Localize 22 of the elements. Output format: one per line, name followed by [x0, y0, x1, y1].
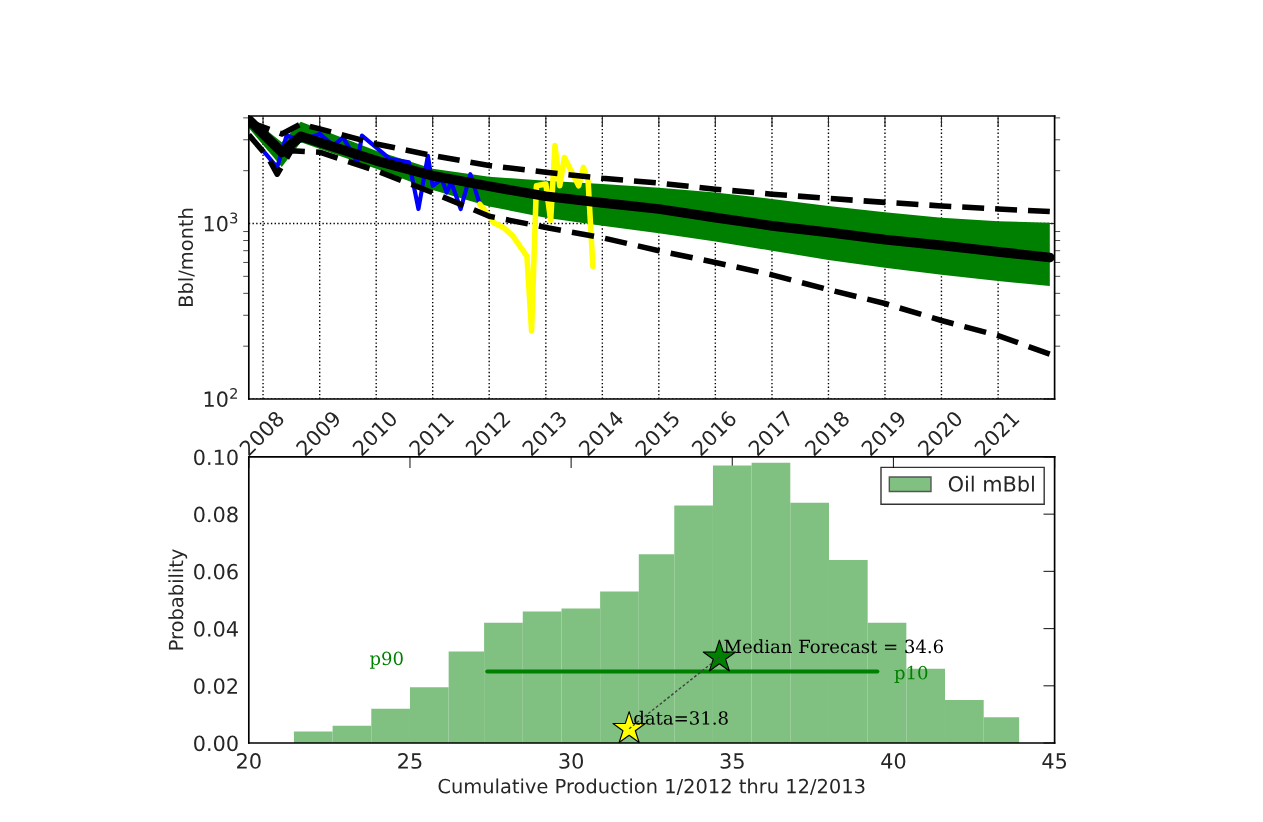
- x-tick-label: 25: [398, 753, 422, 769]
- x-tick-label: 40: [881, 753, 906, 769]
- annotation: data=31.8: [634, 710, 728, 725]
- y-tick-label: 10$^{3}$: [204, 212, 238, 232]
- y-tick-label: 0.08: [194, 506, 238, 523]
- x-tick-label: 30: [559, 753, 583, 769]
- y-tick-label: 0.02: [194, 678, 237, 695]
- y-axis-title: Probability: [168, 549, 188, 650]
- y-tick-label: 0.10: [194, 449, 238, 466]
- annotation: Median Forecast = 34.6: [724, 639, 943, 654]
- y-tick-label: 0.04: [194, 621, 238, 637]
- x-tick-label: 45: [1042, 753, 1067, 769]
- y-tick-label: 0.06: [194, 563, 238, 580]
- x-tick-label: 20: [237, 753, 261, 769]
- y-tick-label: 0.00: [194, 735, 238, 752]
- y-axis-title: Bbl/month: [178, 208, 195, 306]
- annotation: p90: [369, 651, 403, 669]
- x-tick-label: 35: [720, 753, 744, 769]
- legend-label: Oil mBbl: [948, 475, 1034, 492]
- x-axis-title: Cumulative Production 1/2012 thru 12/2013: [438, 778, 865, 796]
- annotation: p10: [894, 665, 928, 684]
- y-tick-label: 10$^{2}$: [204, 387, 237, 408]
